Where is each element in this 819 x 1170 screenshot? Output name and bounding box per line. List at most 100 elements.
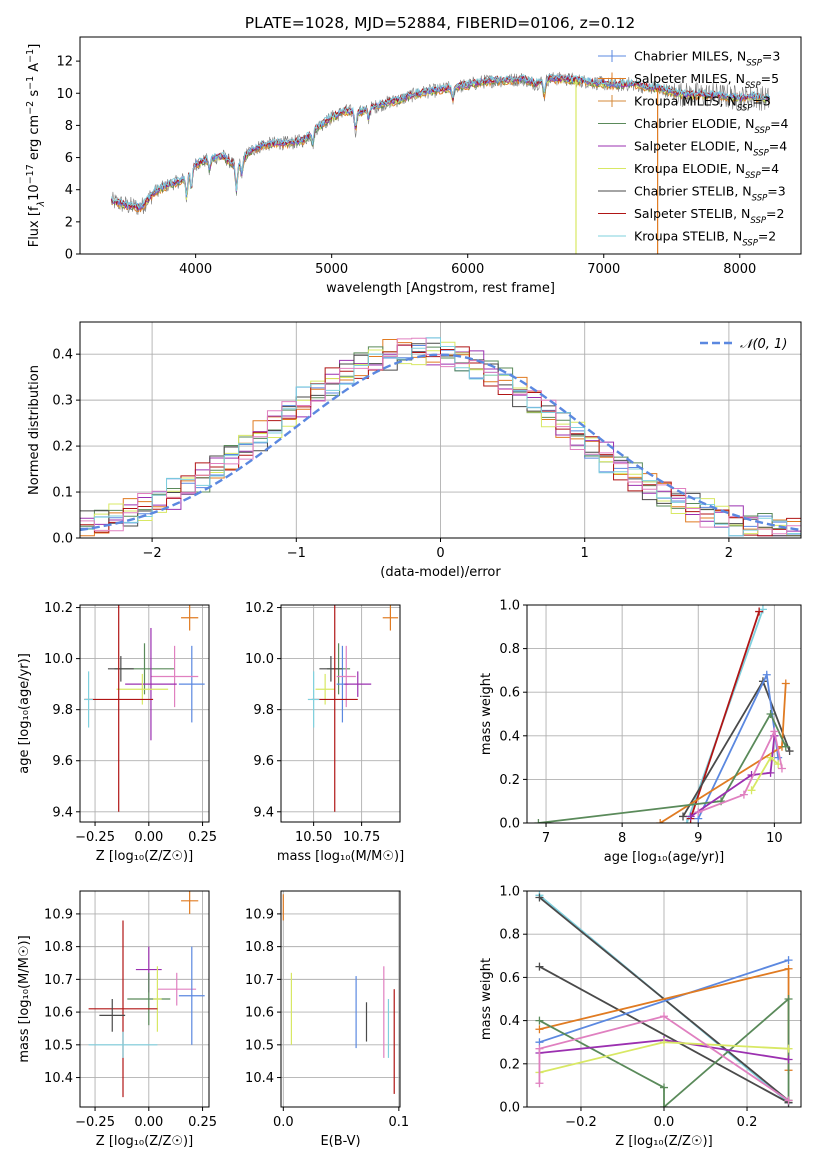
- histogram-series: [80, 337, 801, 537]
- weight-marker: [766, 753, 775, 762]
- x-tick-label: 10.75: [343, 830, 380, 845]
- legend-label: Salpeter MILES, N: [634, 71, 745, 86]
- legend-tail: =3: [762, 49, 780, 64]
- y-tick-label: 0.0: [499, 1101, 520, 1116]
- y-tick-label: 0.4: [499, 1014, 520, 1029]
- weight-marker: [739, 790, 748, 799]
- weight-marker: [770, 727, 779, 736]
- legend-sub: SSP: [750, 216, 766, 226]
- weight-marker: [660, 1038, 668, 1047]
- weight-marker: [535, 1079, 544, 1088]
- legend-label: Chabrier MILES, N: [634, 49, 746, 64]
- x-tick-label: 0.0: [654, 1115, 675, 1130]
- legend-tail: =4: [769, 139, 787, 154]
- weight-marker: [777, 764, 786, 773]
- legend-label: Salpeter STELIB, N: [634, 206, 750, 221]
- y-axis-label: mass weight: [479, 958, 494, 1040]
- y-tick-label: 10.2: [44, 601, 73, 616]
- x-tick-label: −0.25: [75, 830, 115, 845]
- weight-series-line: [697, 728, 783, 813]
- y-axis-label-part: A: [27, 63, 42, 76]
- y-tick-label: 10.6: [245, 1006, 274, 1021]
- x-tick-label: 1: [581, 546, 589, 561]
- histogram-series: [80, 337, 801, 535]
- legend-sub: SSP: [753, 149, 769, 159]
- y-axis-label-part: −2: [25, 101, 36, 115]
- y-tick-label: 9.8: [253, 703, 274, 718]
- errorbar-points: [88, 891, 205, 1098]
- y-tick-label: 0.2: [499, 1057, 520, 1072]
- x-tick-label: −0.25: [75, 1115, 115, 1130]
- legend-label: Chabrier ELODIE, N: [634, 116, 754, 131]
- weight-marker: [660, 1103, 668, 1107]
- y-tick-label: 12: [56, 55, 73, 70]
- y-tick-label: 0.1: [52, 486, 73, 501]
- legend-entry: Salpeter STELIB, NSSP=2: [634, 206, 784, 226]
- legend-label: Kroupa STELIB, N: [634, 229, 742, 244]
- y-tick-label: 9.4: [52, 805, 73, 820]
- y-tick-label: 10.8: [245, 940, 274, 955]
- legend-sub: SSP: [752, 194, 768, 204]
- weight-marker: [784, 1096, 793, 1105]
- axes-frame-z_mass: [79, 890, 210, 1108]
- legend-sub: SSP: [745, 81, 761, 91]
- y-axis-label-part: s: [27, 90, 42, 101]
- y-tick-label: 10.0: [245, 652, 274, 667]
- x-axis-label: Z [log₁₀(Z/Z☉)]: [615, 1134, 712, 1149]
- x-tick-label: 0.0: [273, 1115, 294, 1130]
- legend-tail: =4: [770, 116, 788, 131]
- weight-marker: [535, 1016, 544, 1025]
- x-tick-label: 8: [618, 831, 626, 846]
- x-tick-label: 0.25: [188, 1115, 217, 1130]
- y-tick-label: 0.2: [499, 773, 520, 788]
- x-axis-label: Z [log₁₀(Z/Z☉)]: [96, 1134, 193, 1149]
- legend-entry: Chabrier STELIB, NSSP=3: [634, 184, 786, 204]
- x-tick-label: 0.25: [188, 830, 217, 845]
- weight-marker: [784, 956, 793, 965]
- y-tick-label: 9.8: [52, 703, 73, 718]
- y-tick-label: 8: [65, 119, 73, 134]
- axes-mass_age: 10.50 10.75 9.4 9.6 9.8 10.0 10.2 mass [log₁₀(M…: [245, 601, 404, 864]
- legend-entry: Kroupa MILES, NSSP=3: [634, 94, 771, 114]
- weight-marker: [784, 1044, 793, 1053]
- y-tick-label: 10.4: [245, 1071, 274, 1086]
- legend-sub: SSP: [754, 126, 770, 136]
- y-tick-label: 10.2: [245, 601, 274, 616]
- axes-frame-z_weight: [526, 890, 802, 1108]
- axes-frame-z_age: [79, 604, 210, 823]
- weight-marker: [535, 1044, 544, 1053]
- legend-entry: Kroupa STELIB, NSSP=2: [634, 229, 776, 249]
- y-tick-label: 0.6: [499, 971, 520, 986]
- y-tick-label: 0.4: [52, 348, 73, 363]
- x-tick-label: 0.00: [134, 1115, 163, 1130]
- y-axis-label-part: −1: [25, 76, 36, 90]
- gaussian-curve: [80, 353, 801, 532]
- legend-tail: =3: [752, 94, 770, 109]
- legend-tail: =4: [761, 161, 779, 176]
- legend-label: Chabrier STELIB, N: [634, 184, 752, 199]
- y-tick-label: 0.0: [52, 532, 73, 547]
- x-tick-label: −1: [287, 546, 306, 561]
- y-tick-label: 9.6: [52, 754, 73, 769]
- x-tick-label: 0.2: [737, 1115, 758, 1130]
- legend-tail: =3: [767, 184, 785, 199]
- x-tick-label: 2: [725, 546, 733, 561]
- axes-z_mass: −0.25 0.00 0.25 10.4 10.5 10.6 10.7 10.8 10.9 Z […: [17, 891, 217, 1149]
- axes-frame-residual_hist: [79, 321, 802, 539]
- weight-marker: [534, 819, 543, 823]
- weight-marker: [660, 1012, 668, 1021]
- x-axis-label: mass [log₁₀(M/M☉)]: [277, 849, 404, 864]
- legend-entry: Salpeter ELODIE, NSSP=4: [634, 139, 787, 159]
- y-tick-label: 1.0: [499, 885, 520, 900]
- x-tick-label: 4000: [179, 262, 212, 277]
- errorbar-points: [282, 894, 395, 1094]
- y-axis-label: Flux [fλ10−17 erg cm−2 s−1 A−1]: [25, 44, 47, 248]
- y-tick-label: 9.6: [253, 754, 274, 769]
- legend-entry: Chabrier MILES, NSSP=3: [634, 49, 780, 69]
- x-tick-label: 5000: [315, 262, 348, 277]
- x-tick-label: −0.2: [565, 1115, 597, 1130]
- y-axis-label-part: 10: [27, 184, 42, 201]
- x-axis-label: (data-model)/error: [380, 565, 501, 580]
- legend-sub: SSP: [742, 239, 758, 249]
